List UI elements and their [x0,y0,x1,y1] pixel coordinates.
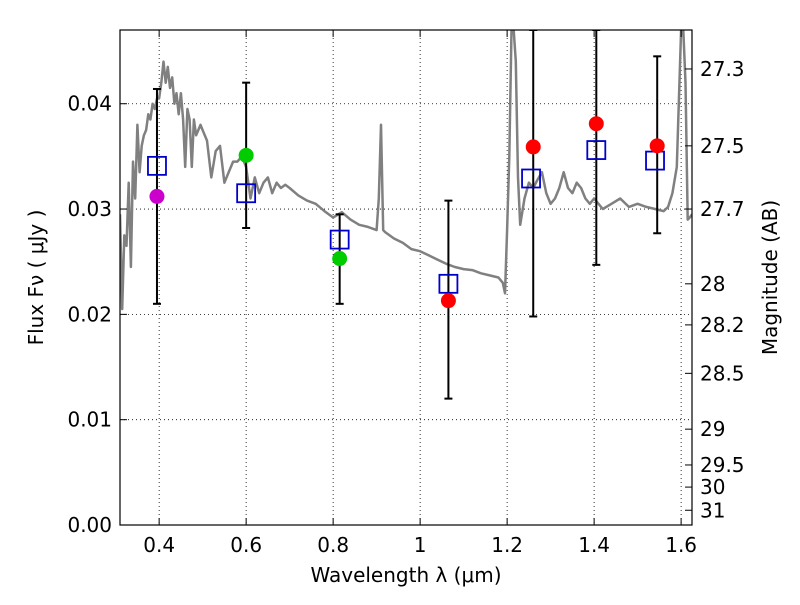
sed-line [120,30,692,311]
x-tick-label: 0.8 [317,533,349,557]
x-tick-label: 1.2 [491,533,523,557]
observed-point-layer [149,116,665,309]
y-tick-label: 0.03 [67,197,112,221]
y-right-axis-label: Magnitude (AB) [758,200,782,355]
model-square-point [236,183,257,204]
x-tick-label: 1 [414,533,427,557]
model-square-point [438,273,459,294]
y-tick-labels: 0.00 0.01 0.02 0.03 0.04 [67,92,112,537]
y-tick-label: 0.00 [67,513,112,537]
y-tick-label: 0.04 [67,92,112,116]
observed-point [525,139,541,155]
ticks [120,30,692,526]
observed-point [440,293,456,309]
right-tick-label: 31 [700,498,725,522]
right-tick-label: 30 [700,475,725,499]
observed-point [149,188,165,204]
model-square-layer [147,140,665,294]
model-square-point [329,229,350,250]
x-tick-label: 1.4 [578,533,610,557]
error-bar-layer [152,30,662,400]
observed-point [588,116,604,132]
x-axis-label: Wavelength λ (μm) [310,563,501,587]
x-tick-label: 0.4 [143,533,175,557]
right-tick-label: 29.5 [700,453,745,477]
y-tick-label: 0.01 [67,408,112,432]
plot-area [120,30,692,400]
grid [120,30,692,526]
right-tick-label: 28 [700,272,725,296]
observed-point [238,147,254,163]
right-tick-label: 29 [700,417,725,441]
right-tick-label: 27.7 [700,197,745,221]
right-tick-label: 27.5 [700,134,745,158]
observed-point [649,138,665,154]
model-square-point [521,168,541,189]
model-square-point [645,150,665,171]
model-square-point [586,140,607,160]
x-tick-label: 0.6 [230,533,262,557]
y-tick-label: 0.02 [67,302,112,326]
right-tick-label: 28.2 [700,313,745,337]
sed-line-layer [120,30,692,311]
right-tick-label: 28.5 [700,361,745,385]
observed-point [332,251,348,267]
y-axis-label: Flux Fν ( μJy ) [24,210,48,346]
x-tick-label: 1.6 [665,533,697,557]
model-square-point [147,155,167,176]
right-tick-label: 27.3 [700,57,745,81]
x-tick-labels: 0.4 0.6 0.8 1 1.2 1.4 1.6 [143,533,697,557]
axes-frame [119,29,693,526]
